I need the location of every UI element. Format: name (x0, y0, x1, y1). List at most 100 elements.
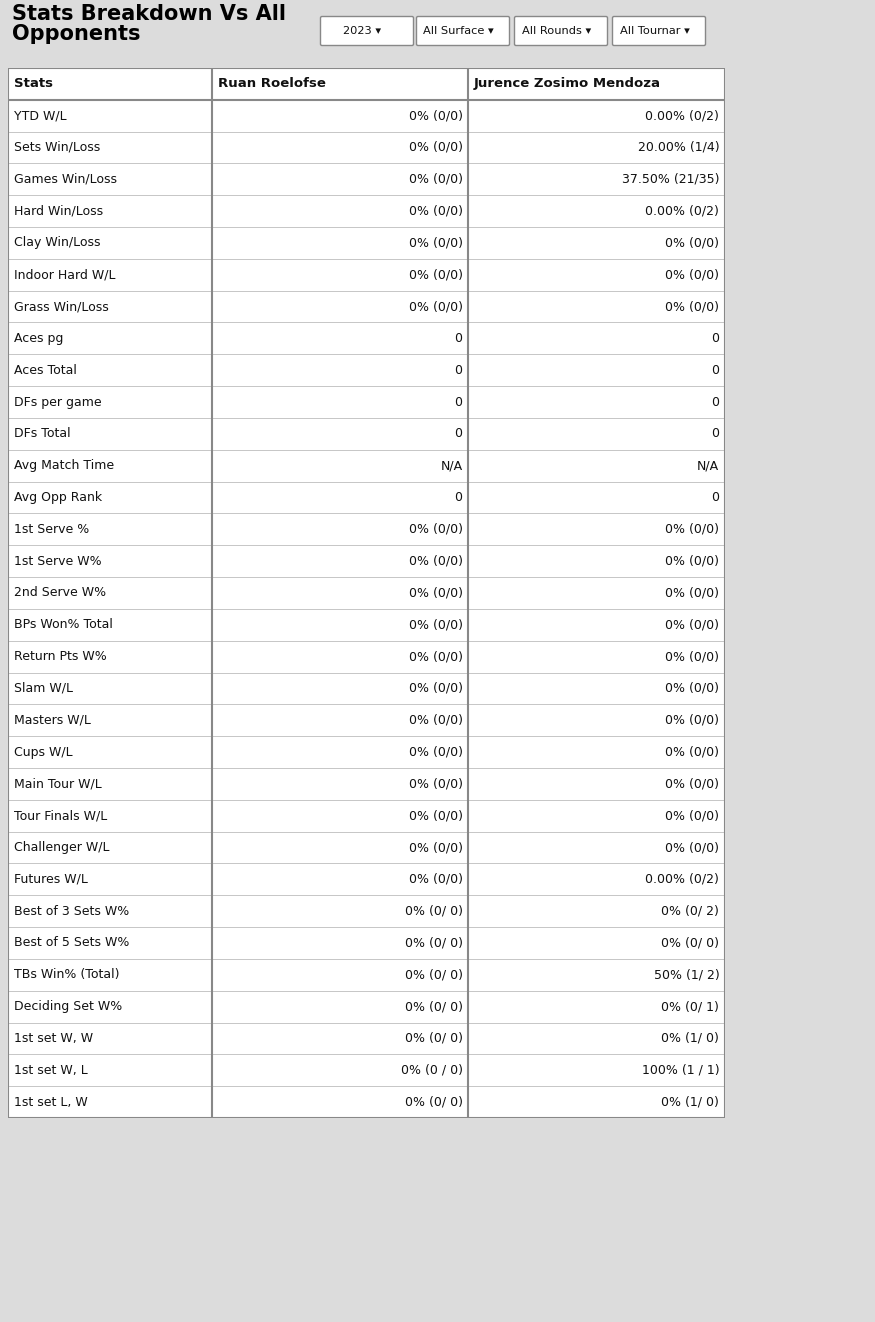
Bar (468, 545, 725, 576)
Bar (213, 576, 468, 609)
Text: Deciding Set W%: Deciding Set W% (14, 1001, 122, 1013)
Text: 1st set W, W: 1st set W, W (14, 1032, 93, 1044)
Text: Clay Win/Loss: Clay Win/Loss (14, 237, 101, 250)
Bar (213, 196, 468, 227)
Bar (8, 481, 213, 513)
Text: 0% (0/ 0): 0% (0/ 0) (404, 936, 463, 949)
Text: 0% (0/ 0): 0% (0/ 0) (404, 968, 463, 981)
Bar (213, 1022, 468, 1055)
Text: 0% (1/ 0): 0% (1/ 0) (662, 1096, 719, 1109)
Text: 0% (0/ 0): 0% (0/ 0) (404, 1032, 463, 1044)
Text: 37.50% (21/35): 37.50% (21/35) (622, 173, 719, 186)
Text: Return Pts W%: Return Pts W% (14, 650, 107, 664)
Text: 0% (0/ 1): 0% (0/ 1) (662, 1001, 719, 1013)
Text: 0% (1/ 0): 0% (1/ 0) (662, 1032, 719, 1044)
Text: Jurence Zosimo Mendoza: Jurence Zosimo Mendoza (474, 78, 661, 90)
Text: 0% (0/0): 0% (0/0) (409, 300, 463, 313)
Bar (8, 990, 213, 1022)
Bar (213, 832, 468, 863)
Bar (468, 449, 725, 481)
Bar (213, 990, 468, 1022)
Text: 0% (0/0): 0% (0/0) (409, 777, 463, 791)
Text: Stats Breakdown Vs All: Stats Breakdown Vs All (12, 4, 286, 24)
Text: 0% (0/0): 0% (0/0) (409, 650, 463, 664)
Bar (8, 1022, 213, 1055)
Text: 0% (0/0): 0% (0/0) (409, 522, 463, 535)
Bar (468, 386, 725, 418)
Text: 0% (0/0): 0% (0/0) (409, 809, 463, 822)
Bar (8, 1055, 213, 1087)
Bar (8, 673, 213, 705)
Text: 0% (0/0): 0% (0/0) (665, 809, 719, 822)
Text: 0: 0 (711, 364, 719, 377)
Bar (468, 418, 725, 449)
Text: 0: 0 (455, 364, 463, 377)
Bar (468, 67, 725, 99)
Text: Main Tour W/L: Main Tour W/L (14, 777, 102, 791)
Text: 0% (0/0): 0% (0/0) (409, 237, 463, 250)
Bar (468, 99, 725, 132)
Bar (8, 1087, 213, 1118)
Text: 0: 0 (455, 427, 463, 440)
Bar (8, 323, 213, 354)
Text: 0: 0 (711, 427, 719, 440)
Bar (213, 927, 468, 958)
Bar (213, 418, 468, 449)
Text: 0: 0 (455, 490, 463, 504)
Bar (468, 481, 725, 513)
Text: 0% (0/ 0): 0% (0/ 0) (404, 904, 463, 917)
Text: 0: 0 (711, 490, 719, 504)
Bar (8, 259, 213, 291)
Bar (8, 927, 213, 958)
Bar (213, 641, 468, 673)
Text: 0% (0/0): 0% (0/0) (409, 714, 463, 727)
Bar (468, 227, 725, 259)
Bar (213, 863, 468, 895)
FancyBboxPatch shape (612, 16, 705, 45)
Bar (213, 323, 468, 354)
Bar (468, 323, 725, 354)
Text: 0% (0/ 0): 0% (0/ 0) (404, 1001, 463, 1013)
Text: 0% (0/ 0): 0% (0/ 0) (404, 1096, 463, 1109)
Text: 2023 ▾: 2023 ▾ (343, 26, 382, 36)
Bar (468, 1022, 725, 1055)
Bar (468, 990, 725, 1022)
Text: 0% (0/0): 0% (0/0) (409, 173, 463, 186)
Bar (468, 354, 725, 386)
Bar (213, 768, 468, 800)
Text: 0% (0/ 2): 0% (0/ 2) (662, 904, 719, 917)
Bar (468, 832, 725, 863)
Bar (468, 863, 725, 895)
Text: 0% (0/0): 0% (0/0) (409, 873, 463, 886)
Text: Futures W/L: Futures W/L (14, 873, 88, 886)
Text: 0% (0/0): 0% (0/0) (409, 141, 463, 153)
Text: 1st set W, L: 1st set W, L (14, 1064, 88, 1076)
Bar (8, 768, 213, 800)
Bar (8, 227, 213, 259)
Bar (8, 418, 213, 449)
Text: 0% (0/0): 0% (0/0) (665, 650, 719, 664)
Text: 0.00% (0/2): 0.00% (0/2) (646, 110, 719, 122)
Bar (468, 576, 725, 609)
Text: DFs per game: DFs per game (14, 395, 102, 408)
Text: 0% (0/ 0): 0% (0/ 0) (662, 936, 719, 949)
Bar (8, 705, 213, 736)
Bar (213, 1087, 468, 1118)
Text: 0.00% (0/2): 0.00% (0/2) (646, 205, 719, 218)
Text: 0% (0/0): 0% (0/0) (665, 587, 719, 599)
Bar (468, 1055, 725, 1087)
Bar (213, 386, 468, 418)
Text: Ruan Roelofse: Ruan Roelofse (218, 78, 326, 90)
Text: N/A: N/A (440, 459, 463, 472)
Text: 100% (1 / 1): 100% (1 / 1) (641, 1064, 719, 1076)
Text: 0% (0/0): 0% (0/0) (665, 522, 719, 535)
Bar (8, 354, 213, 386)
Text: 0% (0/0): 0% (0/0) (665, 777, 719, 791)
Bar (8, 386, 213, 418)
Bar (8, 513, 213, 545)
Text: Cups W/L: Cups W/L (14, 746, 73, 759)
Bar (213, 481, 468, 513)
Bar (468, 736, 725, 768)
Text: 50% (1/ 2): 50% (1/ 2) (654, 968, 719, 981)
Text: 0% (0/0): 0% (0/0) (665, 300, 719, 313)
